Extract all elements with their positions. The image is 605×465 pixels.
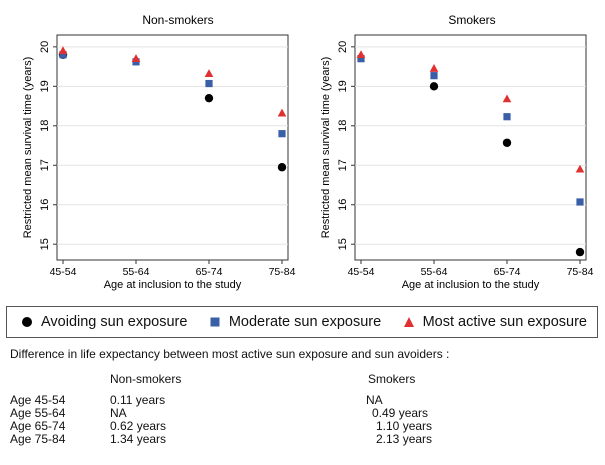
chart-panel-non-smokers: Non-smokers 15 16 17 18 19 20 45-54 55-64 65-74 75… — [0, 0, 302, 300]
x-tick-label: 55-64 — [123, 266, 150, 278]
data-point-moderate — [503, 113, 511, 121]
x-tick-label: 55-64 — [421, 266, 448, 278]
y-tick-label: 16 — [337, 199, 349, 211]
data-point-avoiding — [277, 163, 287, 172]
y-tick-label: 18 — [337, 120, 349, 132]
row-age-label: Age 75-84 — [10, 432, 66, 446]
data-point-avoiding — [429, 82, 439, 91]
x-tick-label: 65-74 — [494, 266, 521, 278]
data-point-most-active — [204, 69, 214, 77]
y-tick-label: 15 — [337, 238, 349, 250]
legend-label: Most active sun exposure — [422, 314, 587, 330]
legend-item-moderate: Moderate sun exposure — [209, 314, 381, 330]
cell-smokers: 0.49 years — [372, 406, 429, 420]
x-axis-label: Age at inclusion to the study — [402, 279, 540, 291]
data-point-moderate — [278, 130, 286, 138]
data-point-most-active — [277, 108, 287, 117]
chart-panel-smokers: Smokers 15 16 17 18 19 20 45-54 55-64 65-74 75-84 A… — [302, 0, 605, 300]
row-age-label: Age 55-64 — [10, 406, 66, 420]
data-point-most-active — [131, 54, 141, 62]
data-point-moderate — [430, 72, 438, 80]
cell-smokers: 2.13 years — [376, 432, 433, 446]
row-age-label: Age 45-54 — [10, 393, 66, 407]
data-point-avoiding — [204, 93, 214, 103]
y-axis-label: Restricted mean survival time (years) — [22, 57, 34, 239]
data-point-most-active — [429, 64, 439, 72]
column-header-smokers: Smokers — [368, 372, 416, 386]
plot-area — [354, 34, 587, 261]
legend-label: Avoiding sun exposure — [41, 314, 188, 330]
legend-label: Moderate sun exposure — [228, 314, 382, 330]
x-axis-label: Age at inclusion to the study — [104, 279, 242, 291]
triangle-marker-icon — [403, 317, 414, 327]
x-tick-label: 75-84 — [269, 266, 296, 278]
chart-title: Non-smokers — [142, 13, 213, 27]
row-age-label: Age 65-74 — [10, 419, 66, 433]
legend-item-avoiding: Avoiding sun exposure — [21, 314, 187, 330]
data-point-moderate — [205, 79, 213, 88]
y-tick-label: 17 — [337, 159, 349, 171]
y-axis-label: Restricted mean survival time (years) — [320, 57, 332, 239]
y-tick-label: 17 — [39, 159, 51, 171]
data-point-avoiding — [502, 138, 512, 147]
chart-non-smokers: Non-smokers 15 16 17 18 19 20 45-54 55-64 65-74 75… — [22, 13, 296, 291]
cell-non-smokers: NA — [110, 406, 127, 420]
cell-non-smokers: 1.34 years — [110, 432, 167, 446]
x-tick-label: 75-84 — [567, 266, 594, 278]
data-point-moderate — [576, 198, 584, 206]
chart-title: Smokers — [448, 13, 495, 27]
data-point-most-active — [356, 50, 366, 59]
x-tick-label: 45-54 — [348, 266, 375, 278]
cell-non-smokers: 0.11 years — [110, 393, 166, 407]
y-tick-label: 20 — [39, 41, 51, 53]
cell-non-smokers: 0.62 years — [110, 419, 167, 433]
y-tick-label: 16 — [39, 199, 51, 211]
legend-item-most-active: Most active sun exposure — [403, 314, 587, 330]
data-point-avoiding — [575, 247, 585, 257]
data-point-most-active — [502, 94, 512, 103]
column-header-non-smokers: Non-smokers — [110, 372, 182, 386]
y-tick-label: 18 — [39, 120, 51, 132]
y-tick-label: 19 — [39, 80, 51, 92]
plot-area — [56, 34, 289, 261]
x-tick-label: 65-74 — [196, 266, 223, 278]
legend: Avoiding sun exposure Moderate sun expos… — [6, 306, 598, 338]
circle-marker-icon — [22, 317, 32, 327]
y-tick-label: 19 — [337, 80, 349, 92]
cell-smokers: NA — [366, 393, 383, 407]
y-tick-label: 15 — [39, 238, 51, 250]
data-point-most-active — [58, 46, 68, 55]
data-point-most-active — [575, 164, 585, 173]
square-marker-icon — [210, 317, 220, 327]
y-tick-label: 20 — [337, 41, 349, 53]
chart-smokers: Smokers 15 16 17 18 19 20 45-54 55-64 65-74 75-84 A… — [320, 13, 594, 291]
cell-smokers: 1.10 years — [376, 419, 433, 433]
difference-title: Difference in life expectancy between mo… — [10, 347, 450, 361]
data-point-moderate — [357, 55, 365, 63]
data-point-moderate — [59, 51, 67, 59]
x-tick-label: 45-54 — [50, 266, 77, 278]
